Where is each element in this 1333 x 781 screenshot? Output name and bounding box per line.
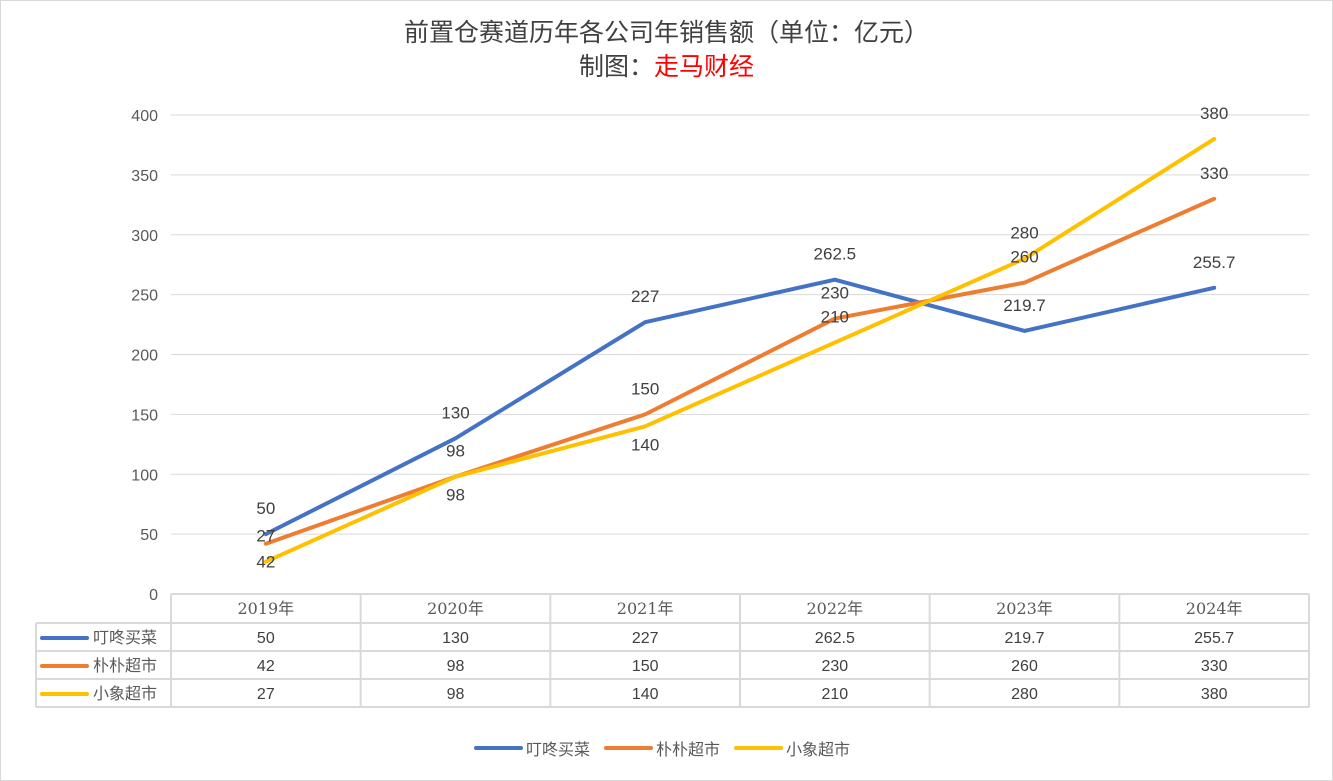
y-tick-label: 0 [149,587,158,604]
table-series-name: 小象超市 [93,684,157,703]
data-label: 330 [1200,164,1228,183]
data-label: 227 [631,287,659,306]
data-label: 230 [821,284,849,303]
table-cell-value: 227 [632,630,659,647]
data-label: 42 [256,553,275,572]
chart-title: 前置仓赛道历年各公司年销售额（单位：亿元） [403,18,929,47]
chart-subtitle: 制图：走马财经 [0,50,1333,84]
data-label: 50 [256,499,275,518]
table-cell-value: 262.5 [815,630,855,647]
data-label: 98 [446,486,465,505]
series-line-朴朴超市 [263,196,1217,546]
legend-label: 小象超市 [786,740,850,759]
legend-label: 朴朴超市 [656,740,720,759]
data-label: 280 [1010,224,1038,243]
data-label: 219.7 [1003,296,1046,315]
table-cell-value: 210 [821,686,848,703]
subtitle-prefix: 制图： [578,52,654,81]
y-tick-label: 100 [131,467,158,484]
table-cell-value: 98 [447,658,465,675]
table-cell-value: 50 [257,630,275,647]
table-cell-value: 255.7 [1194,630,1234,647]
data-label: 140 [631,435,659,454]
data-label: 380 [1200,104,1228,123]
table-cell-value: 219.7 [1004,630,1044,647]
table-cell-value: 260 [1011,658,1038,675]
table-cell-value: 42 [257,658,275,675]
table-cell-value: 380 [1201,686,1228,703]
table-cell-value: 140 [632,686,659,703]
legend-label: 叮咚买菜 [526,740,590,759]
table-cell-value: 230 [821,658,848,675]
data-label: 130 [441,403,469,422]
chart-title-block: 前置仓赛道历年各公司年销售额（单位：亿元） 制图：走马财经 [0,16,1333,84]
table-series-name: 叮咚买菜 [93,628,157,647]
y-tick-label: 250 [131,288,158,305]
y-tick-label: 400 [131,108,158,125]
series-line-小象超市 [263,136,1217,564]
x-category-label: 2024年 [1186,599,1243,618]
data-label: 210 [821,308,849,327]
data-label: 255.7 [1193,253,1236,272]
x-category-label: 2023年 [996,599,1053,618]
table-cell-value: 130 [442,630,469,647]
data-label: 262.5 [814,245,857,264]
table-series-name: 朴朴超市 [93,656,157,675]
y-tick-label: 50 [140,527,158,544]
data-label: 150 [631,379,659,398]
data-label: 98 [446,442,465,461]
series-line-叮咚买菜 [263,277,1217,537]
table-cell-value: 330 [1201,658,1228,675]
table-cell-value: 150 [632,658,659,675]
y-tick-label: 350 [131,168,158,185]
x-category-label: 2021年 [617,599,674,618]
x-category-label: 2019年 [237,599,294,618]
x-category-label: 2022年 [806,599,863,618]
table-cell-value: 280 [1011,686,1038,703]
y-tick-label: 300 [131,228,158,245]
table-cell-value: 27 [257,686,275,703]
y-tick-label: 150 [131,407,158,424]
y-tick-label: 200 [131,348,158,365]
subtitle-source: 走马财经 [654,52,755,81]
table-cell-value: 98 [447,686,465,703]
data-label: 260 [1010,248,1038,267]
data-label: 27 [256,527,275,546]
x-category-label: 2020年 [427,599,484,618]
